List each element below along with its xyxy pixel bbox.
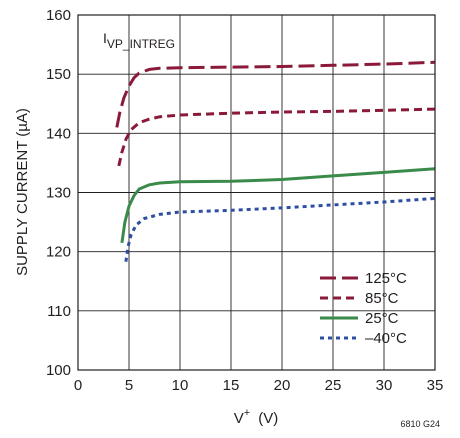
series-line-3 — [124, 196, 436, 262]
y-tick-label: 120 — [46, 244, 71, 261]
series-line-1 — [117, 107, 436, 167]
legend-label-1: 85°C — [365, 290, 399, 307]
x-tick-label: 30 — [376, 377, 393, 394]
series-line-0 — [115, 60, 436, 128]
y-axis-label: SUPPLY CURRENT (µA) — [14, 108, 31, 276]
x-tick-label: 20 — [274, 377, 291, 394]
curve-annotation: IVP_INTREG — [103, 30, 175, 51]
x-tick-label: 15 — [223, 377, 240, 394]
x-tick-labels: 0 5 10 15 20 25 30 35 — [74, 377, 444, 394]
y-tick-label: 110 — [47, 303, 71, 320]
plot-frame — [77, 14, 436, 371]
x-axis-label: V+ (V) — [234, 407, 278, 427]
figure-id: 6810 G24 — [400, 419, 440, 429]
x-tick-label: 10 — [172, 377, 189, 394]
y-tick-label: 150 — [46, 66, 71, 83]
x-tick-label: 25 — [325, 377, 342, 394]
y-tick-label: 130 — [46, 185, 71, 202]
x-tick-label: 5 — [125, 377, 133, 394]
x-tick-label: 0 — [74, 377, 82, 394]
legend-label-3: –40°C — [365, 330, 407, 347]
x-tick-label: 35 — [427, 377, 444, 394]
y-tick-label: 140 — [46, 125, 71, 142]
y-tick-labels: 100 110 120 130 140 150 160 — [46, 7, 71, 379]
legend-label-2: 25°C — [365, 310, 399, 327]
series-lines — [115, 60, 436, 262]
legend-label-0: 125°C — [365, 270, 407, 287]
series-line-2 — [120, 167, 436, 244]
y-tick-label: 100 — [46, 362, 71, 379]
legend: 125°C 85°C 25°C –40°C — [320, 270, 407, 347]
y-tick-label: 160 — [46, 7, 71, 24]
